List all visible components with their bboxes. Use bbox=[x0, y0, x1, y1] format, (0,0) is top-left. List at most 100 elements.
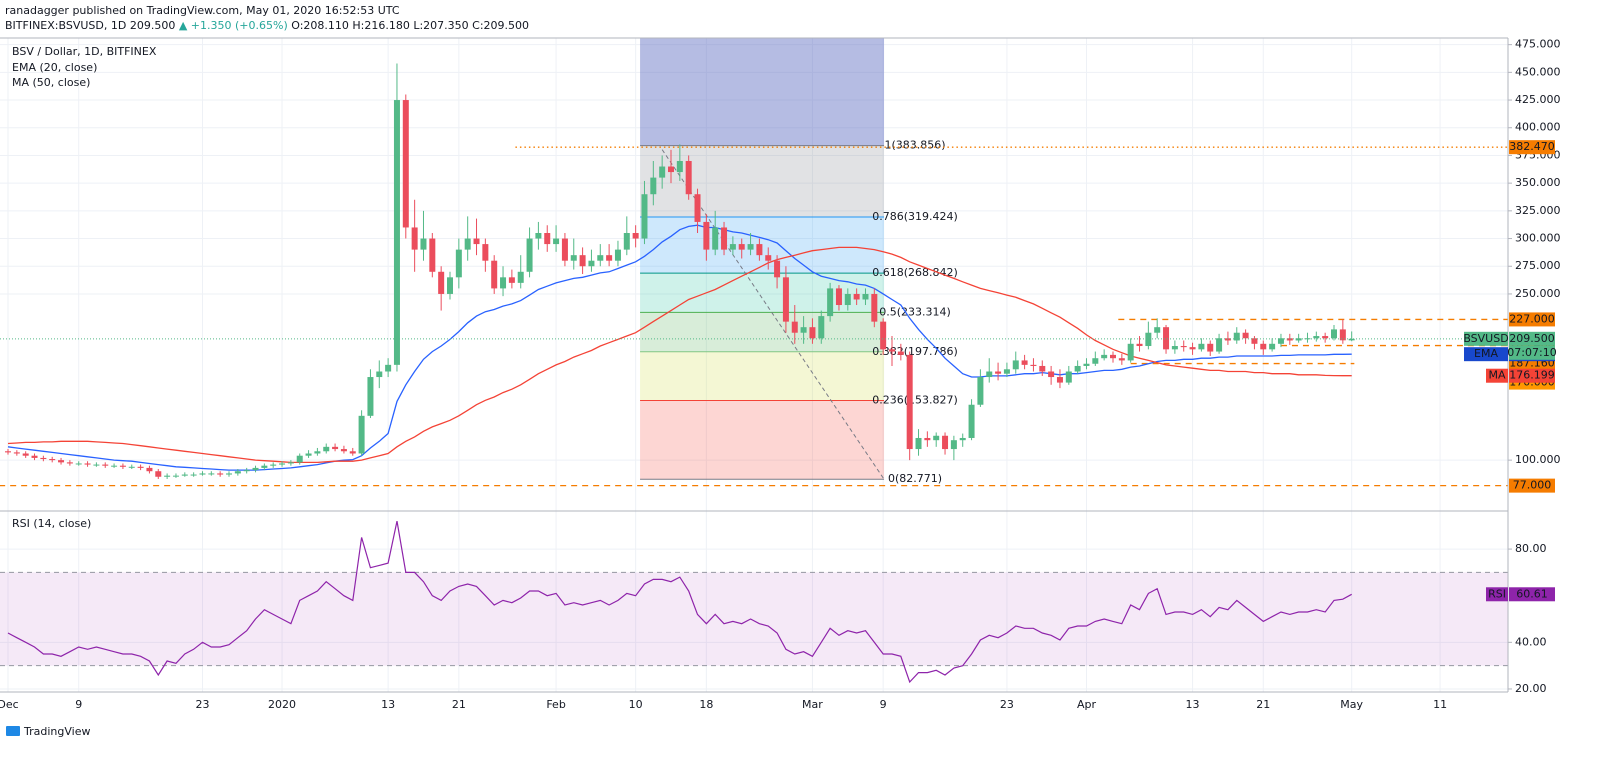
candle-body bbox=[579, 255, 586, 267]
candle-body bbox=[1083, 363, 1090, 366]
price-tag bbox=[1509, 331, 1555, 346]
candle-body bbox=[668, 166, 674, 173]
x-tick-label: 23 bbox=[195, 698, 209, 711]
candle-body bbox=[1092, 358, 1099, 364]
candle-body bbox=[447, 277, 453, 294]
legend-entry: EMA (20, close) bbox=[12, 61, 97, 74]
candle-body bbox=[429, 238, 436, 272]
candle-body bbox=[358, 415, 365, 454]
candle-body bbox=[818, 316, 825, 339]
candle-body bbox=[287, 462, 294, 464]
x-tick-label: 21 bbox=[452, 698, 466, 711]
candle-body bbox=[1136, 343, 1143, 347]
x-tick-label: 23 bbox=[1000, 698, 1014, 711]
price-tag-label: 77.000 bbox=[1513, 479, 1552, 492]
candle-body bbox=[897, 351, 904, 355]
candle-body bbox=[871, 293, 878, 322]
tag-name: RSI bbox=[1488, 587, 1506, 600]
candle-body bbox=[862, 293, 869, 300]
last-price: 209.500 bbox=[130, 19, 176, 32]
candle-body bbox=[721, 227, 728, 250]
candle-body bbox=[614, 249, 621, 261]
candle-body bbox=[508, 277, 515, 283]
candle-body bbox=[553, 238, 560, 245]
candle-body bbox=[685, 160, 692, 195]
candle-body bbox=[676, 160, 683, 173]
candle-body bbox=[376, 371, 383, 378]
candle-body bbox=[146, 467, 153, 472]
tag-name: EMA bbox=[1474, 347, 1498, 360]
candle-body bbox=[570, 255, 577, 261]
candle-body bbox=[1198, 343, 1205, 350]
y-tick-label: 425.000 bbox=[1515, 93, 1561, 106]
candle-body bbox=[889, 349, 895, 352]
candle-body bbox=[164, 475, 171, 477]
candle-body bbox=[349, 451, 356, 454]
candle-body bbox=[933, 435, 940, 441]
candle-body bbox=[137, 466, 144, 468]
candle-body bbox=[385, 364, 392, 372]
candle-body bbox=[986, 371, 993, 378]
candle-body bbox=[5, 451, 11, 453]
candle-body bbox=[1030, 364, 1037, 366]
countdown: 07:07:10 bbox=[1507, 346, 1556, 359]
candle-body bbox=[226, 473, 232, 475]
candle-body bbox=[58, 460, 65, 463]
x-tick-label: 21 bbox=[1256, 698, 1270, 711]
candle-body bbox=[650, 177, 657, 195]
candle-body bbox=[526, 238, 533, 272]
countdown-box bbox=[1509, 345, 1555, 360]
candle-body bbox=[393, 100, 400, 365]
candle-body bbox=[482, 244, 489, 261]
candle-body bbox=[632, 233, 639, 239]
candle-body bbox=[1154, 327, 1161, 333]
candle-body bbox=[172, 475, 179, 477]
candle-body bbox=[323, 446, 330, 452]
candle-body bbox=[31, 455, 38, 458]
x-tick-label: Dec bbox=[0, 698, 19, 711]
candle-body bbox=[1012, 360, 1019, 370]
y-tick-label: 350.000 bbox=[1515, 176, 1561, 189]
price-tag-label: 382.470 bbox=[1509, 140, 1555, 153]
candle-body bbox=[296, 455, 303, 463]
x-tick-label: 9 bbox=[880, 698, 887, 711]
candle-body bbox=[438, 271, 445, 294]
candle-body bbox=[844, 293, 851, 306]
logo-icon bbox=[6, 726, 20, 736]
candle-body bbox=[491, 260, 498, 289]
candle-body bbox=[1331, 329, 1337, 339]
price-tag-label: 176.199 bbox=[1509, 369, 1555, 382]
price-tag bbox=[1509, 140, 1555, 155]
symbol-line: BITFINEX:BSVUSD, 1D 209.500 ▲ +1.350 (+0… bbox=[5, 19, 529, 32]
candle-body bbox=[1348, 338, 1355, 341]
candle-body bbox=[1207, 343, 1214, 352]
price-tag bbox=[1509, 587, 1555, 602]
date-range-box bbox=[640, 38, 885, 146]
y-tick-label: 400.000 bbox=[1515, 121, 1561, 134]
chart-title: BSV / Dollar, 1D, BITFINEX bbox=[12, 45, 157, 58]
candle-body bbox=[1251, 338, 1258, 344]
candle-body bbox=[712, 227, 719, 250]
candle-body bbox=[1056, 377, 1063, 383]
candle-body bbox=[1189, 347, 1196, 350]
tag-name-box bbox=[1464, 347, 1508, 362]
candle-body bbox=[623, 233, 630, 250]
candle-body bbox=[1242, 332, 1249, 339]
fib-zone bbox=[640, 351, 885, 401]
candle-body bbox=[93, 464, 100, 466]
rsi-line bbox=[7, 520, 1352, 684]
candle-body bbox=[1039, 365, 1046, 372]
candle-body bbox=[774, 260, 781, 278]
rsi-tick-label: 80.00 bbox=[1515, 542, 1547, 555]
candle-body bbox=[208, 473, 215, 475]
candle-body bbox=[1269, 343, 1276, 350]
candle-body bbox=[500, 277, 507, 289]
x-tick-label: 10 bbox=[629, 698, 643, 711]
tag-name-box bbox=[1486, 368, 1508, 383]
candle-body bbox=[694, 194, 701, 222]
candle-body bbox=[22, 453, 29, 456]
candle-body bbox=[252, 467, 259, 471]
candle-body bbox=[517, 271, 524, 283]
candle-body bbox=[40, 457, 47, 460]
